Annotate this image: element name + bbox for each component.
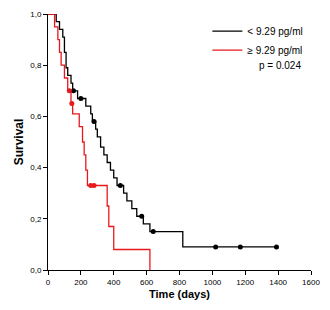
svg-text:Time (days): Time (days) — [149, 288, 210, 300]
svg-text:400: 400 — [107, 278, 121, 287]
svg-text:800: 800 — [173, 278, 187, 287]
svg-text:1,0: 1,0 — [30, 10, 42, 19]
svg-text:1200: 1200 — [236, 278, 254, 287]
svg-text:1000: 1000 — [203, 278, 221, 287]
svg-text:600: 600 — [140, 278, 154, 287]
svg-text:≥ 9.29 pg/ml: ≥ 9.29 pg/ml — [247, 45, 302, 56]
svg-text:1600: 1600 — [302, 278, 320, 287]
svg-text:0,2: 0,2 — [30, 215, 42, 224]
svg-text:p = 0.024: p = 0.024 — [259, 60, 301, 71]
svg-text:0,6: 0,6 — [30, 112, 42, 121]
svg-text:Survival: Survival — [12, 119, 26, 166]
svg-text:0,4: 0,4 — [30, 163, 42, 172]
svg-text:1400: 1400 — [269, 278, 287, 287]
svg-text:0,8: 0,8 — [30, 61, 42, 70]
svg-text:0: 0 — [46, 278, 51, 287]
svg-text:0,0: 0,0 — [30, 266, 42, 275]
svg-text:200: 200 — [74, 278, 88, 287]
svg-text:< 9.29 pg/ml: < 9.29 pg/ml — [247, 26, 302, 37]
